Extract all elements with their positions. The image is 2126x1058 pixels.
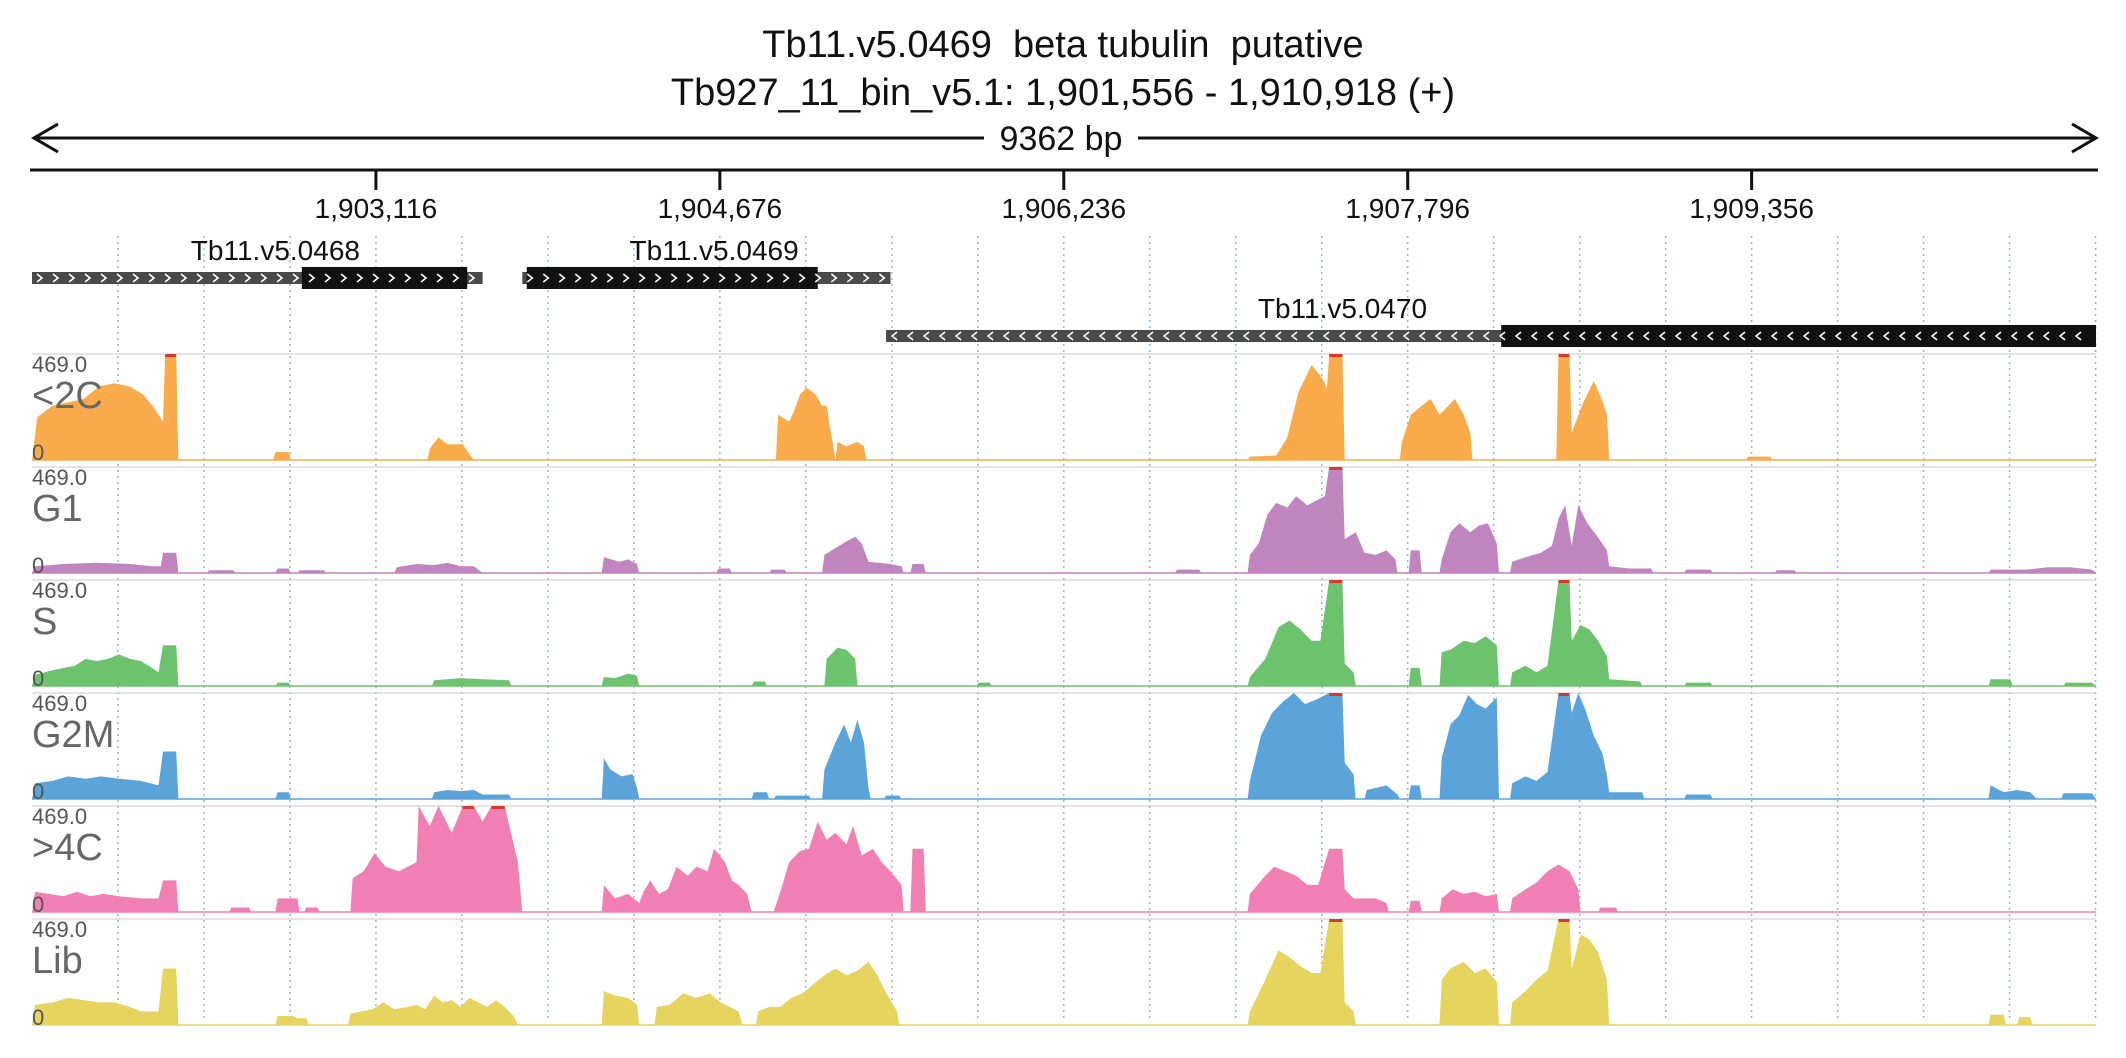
span-arrow-left-head [31,122,59,154]
chart-subtitle: Tb927_11_bin_v5.1: 1,901,556 - 1,910,918… [670,72,1456,114]
clip-marker [1558,693,1570,696]
track-name-label: Lib [32,940,83,982]
y-min-label: 0 [32,666,44,691]
track-name-label: >4C [32,827,103,869]
x-tick-label: 1,903,116 [315,193,438,224]
track-lib: 469.0 0 Lib [32,917,2096,1030]
track-name-label: <2C [32,375,103,417]
y-min-label: 0 [32,553,44,578]
clip-marker [1558,580,1570,583]
gene-strand-arrows [526,273,886,283]
coverage-area [32,919,2033,1025]
coverage-area [32,806,1619,912]
clip-marker [462,806,474,809]
gene-label: Tb11.v5.0470 [1258,293,1427,324]
y-max-label: 469.0 [32,465,87,490]
span-arrow-right-head [2071,122,2099,154]
track-2c: 469.0 0 <2C [32,352,2096,465]
track-g1: 469.0 0 G1 [32,465,2096,578]
y-min-label: 0 [32,440,44,465]
gene-cds-bar [1501,325,2096,347]
coverage-area [32,354,2096,460]
span-label: 9362 bp [1000,120,1123,158]
span-indicator: 9362 bp [31,118,2099,158]
chart-title: Tb11.v5.0469 beta tubulin putative [762,24,1364,66]
x-tick-label: 1,909,356 [1689,193,1814,224]
span-label-background [984,118,1138,158]
y-min-label: 0 [32,892,44,917]
clip-marker [1329,354,1343,357]
gene-strand-arrows [36,273,476,283]
coverage-area [32,693,2096,799]
x-tick-label: 1,907,796 [1345,193,1470,224]
clip-marker [1329,580,1343,583]
track-name-label: G2M [32,714,114,756]
y-min-label: 0 [32,1005,44,1030]
clip-marker [1558,354,1570,357]
y-max-label: 469.0 [32,352,87,377]
y-max-label: 469.0 [32,578,87,603]
gene-annotation-track: Tb11.v5.0468 Tb11.v5.0469 Tb11.v5.0470 [32,235,2096,347]
clip-marker [491,806,505,809]
coverage-area [32,467,2096,573]
coverage-area [32,580,2096,686]
gene-strand-arrows [890,331,2082,341]
clip-marker [1558,919,1570,922]
gene-label: Tb11.v5.0469 [630,235,799,266]
clip-marker [165,354,177,357]
clip-marker [1329,693,1343,696]
gene-cds-bar [526,267,818,289]
y-max-label: 469.0 [32,804,87,829]
gridlines [117,236,2097,1022]
clip-marker [1329,919,1343,922]
gene-label: Tb11.v5.0468 [191,235,360,266]
y-min-label: 0 [32,779,44,804]
track-g2m: 469.0 0 G2M [32,691,2096,804]
clip-marker [1329,467,1343,470]
x-tick-label: 1,904,676 [658,193,783,224]
x-axis-ticks: 1,903,116 1,904,676 1,906,236 1,907,796 1,90… [315,170,1814,224]
track-name-label: G1 [32,488,83,530]
coverage-tracks: 469.00<2C469.00G1469.00S469.00G2M469.00>… [32,352,2096,1030]
track-s: 469.0 0 S [32,578,2096,691]
track-4c: 469.0 0 >4C [32,804,2096,917]
gene-cds-bar [301,267,468,289]
y-max-label: 469.0 [32,917,87,942]
x-tick-label: 1,906,236 [1001,193,1126,224]
track-name-label: S [32,601,57,643]
y-max-label: 469.0 [32,691,87,716]
